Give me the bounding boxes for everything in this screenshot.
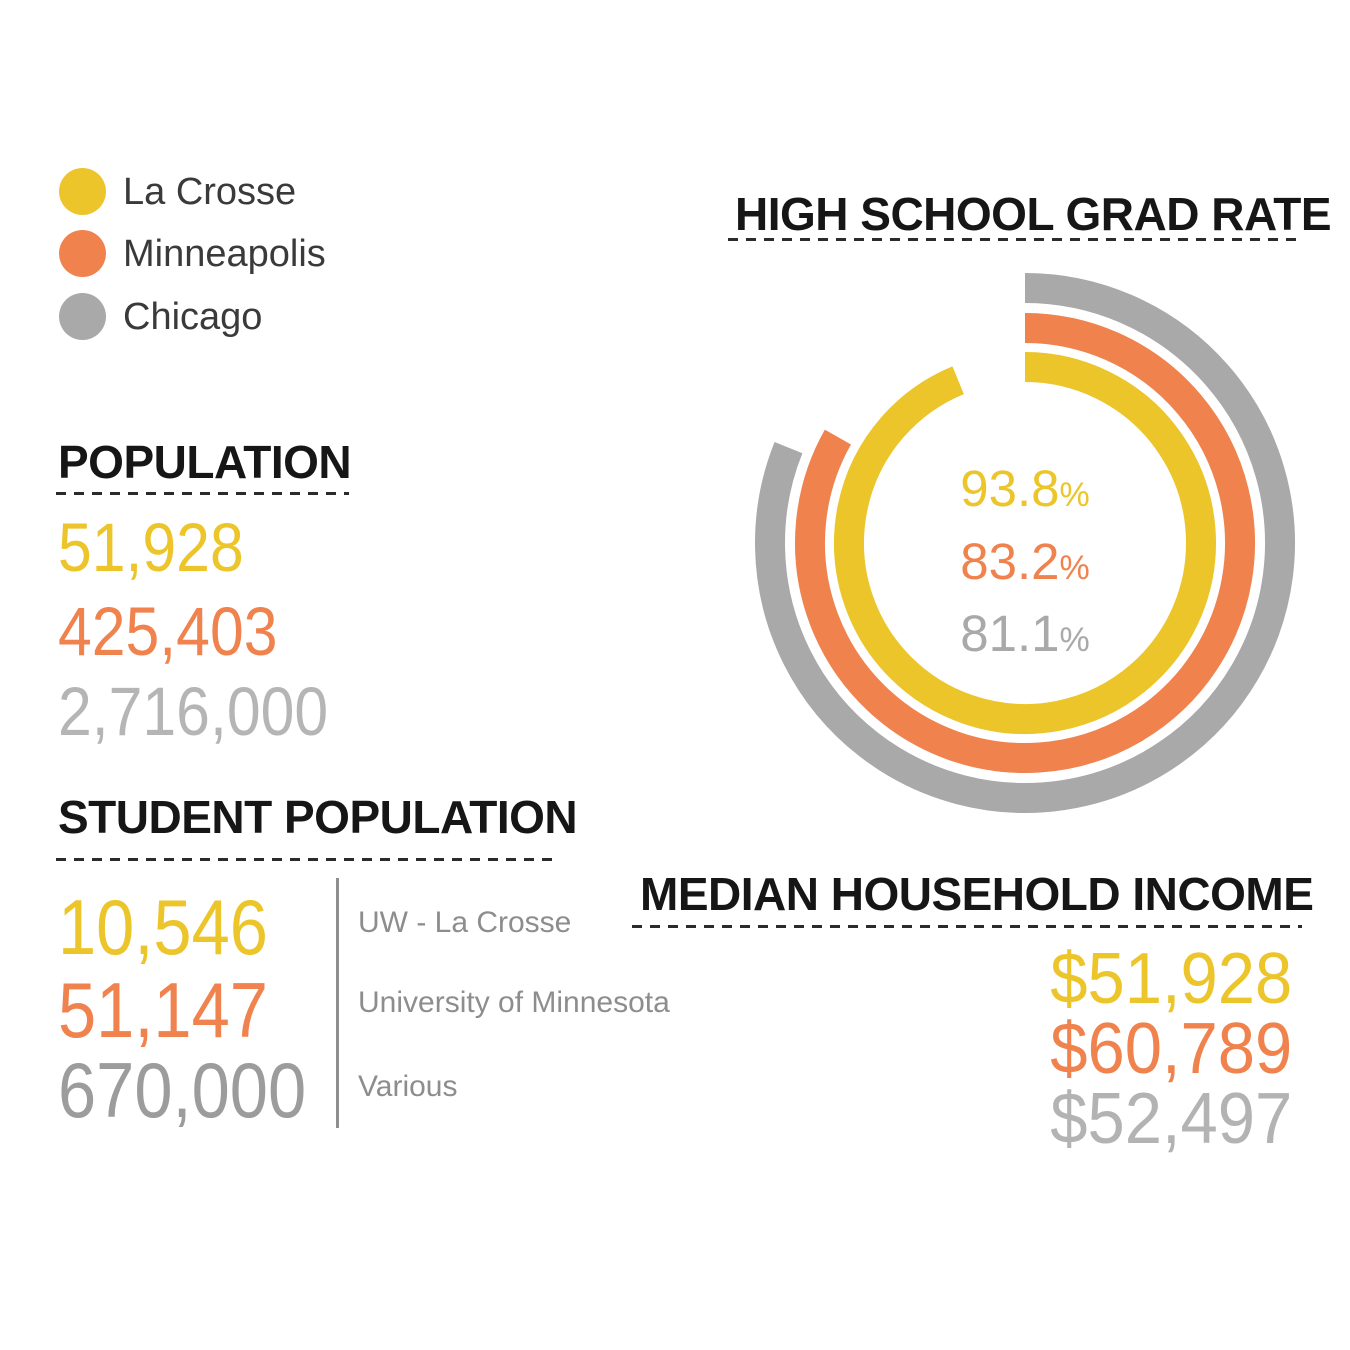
median-income-title: MEDIAN HOUSEHOLD INCOME	[640, 868, 1314, 920]
percent-sign: %	[1059, 621, 1090, 659]
income-value-la-crosse: $51,928	[1049, 939, 1292, 1019]
student-value-chicago: 670,000	[58, 1046, 307, 1134]
grad-rate-value-minneapolis: 83.2%	[960, 532, 1090, 590]
legend: La Crosse Minneapolis Chicago	[59, 168, 326, 340]
legend-item-la-crosse: La Crosse	[59, 168, 326, 215]
income-value-minneapolis: $60,789	[1049, 1009, 1292, 1089]
grad-rate-title: HIGH SCHOOL GRAD RATE	[735, 188, 1332, 240]
legend-label-chicago: Chicago	[123, 295, 263, 338]
percent-sign: %	[1059, 548, 1090, 587]
student-population-title: STUDENT POPULATION	[58, 791, 578, 843]
grad-rate-value-la-crosse: 93.8%	[960, 460, 1090, 517]
legend-item-minneapolis: Minneapolis	[59, 230, 326, 277]
population-value-minneapolis: 425,403	[58, 593, 278, 670]
student-population-title-underline	[56, 858, 557, 861]
percent-sign: %	[1059, 476, 1090, 514]
student-value-la-crosse: 10,546	[58, 883, 268, 971]
median-income-values: $51,928 $60,789 $52,497	[1032, 939, 1292, 1159]
legend-label-la-crosse: La Crosse	[123, 170, 297, 213]
population-value-la-crosse: 51,928	[58, 509, 244, 586]
legend-label-minneapolis: Minneapolis	[123, 232, 326, 275]
institution-label-university-of-minnesota: University of Minnesota	[358, 986, 670, 1019]
chicago-dot-icon	[59, 293, 106, 340]
la-crosse-dot-icon	[59, 168, 106, 215]
grad-rate-title-underline	[728, 238, 1302, 241]
institution-label-uw-la-crosse: UW - La Crosse	[358, 906, 572, 939]
income-value-chicago: $52,497	[1049, 1079, 1292, 1159]
student-section-divider	[336, 878, 339, 1128]
population-value-chicago: 2,716,000	[58, 673, 329, 750]
population-title-underline	[56, 492, 349, 495]
student-value-minneapolis: 51,147	[58, 966, 268, 1054]
grad-rate-center-labels: 93.8% 83.2% 81.1%	[865, 456, 1185, 674]
population-title: POPULATION	[58, 436, 352, 488]
median-income-title-underline	[632, 925, 1302, 928]
grad-rate-arc-la-crosse	[834, 352, 1217, 734]
grad-rate-arc-minneapolis	[795, 313, 1255, 773]
institution-label-various: Various	[358, 1070, 458, 1103]
grad-rate-radial-chart	[755, 273, 1295, 813]
grad-rate-value-chicago: 81.1%	[960, 605, 1090, 662]
grad-rate-arc-chicago	[755, 273, 1295, 813]
legend-item-chicago: Chicago	[59, 293, 326, 340]
minneapolis-dot-icon	[59, 230, 106, 277]
